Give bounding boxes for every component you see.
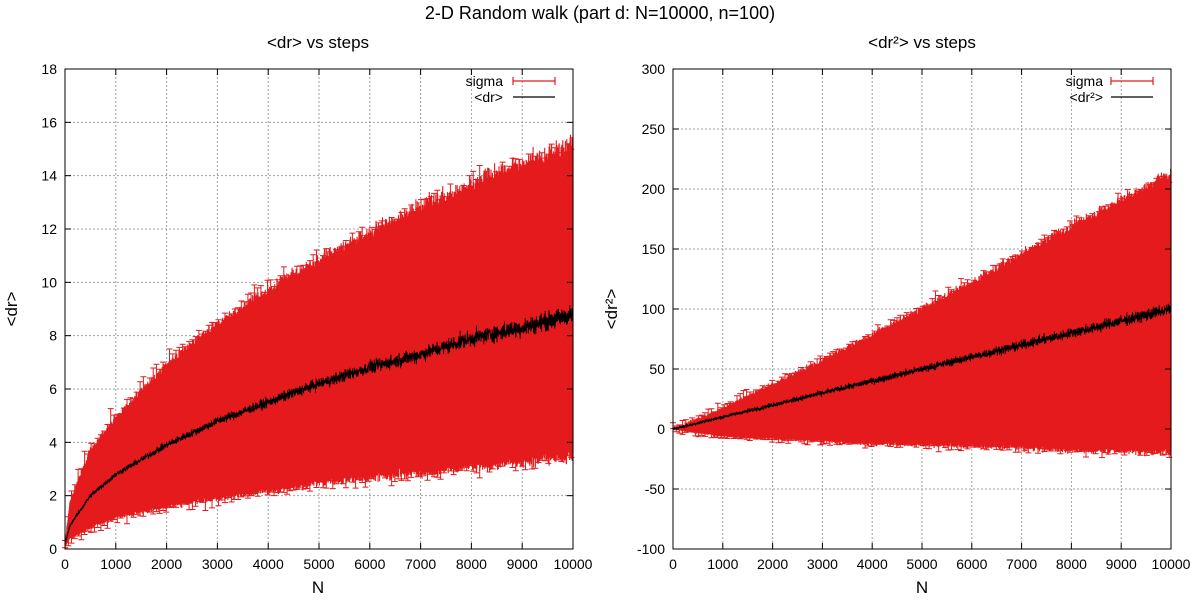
x-tick-label: 9000: [1106, 556, 1137, 572]
chart-dr: <dr> vs steps 0 1000 2000 3000 4000 5000 6000 7…: [2, 33, 593, 597]
y-tick-label: 14: [41, 168, 57, 184]
y-tick-label: 50: [649, 361, 665, 377]
x-axis-label-dr2: N: [916, 578, 928, 597]
x-tick-label: 7000: [405, 556, 436, 572]
y-tick-label: 2: [49, 488, 57, 504]
legend-label-sigma-2: sigma: [1066, 73, 1104, 89]
legend-label-dr: <dr>: [474, 89, 503, 105]
y-tick-label: 0: [49, 541, 57, 557]
x-tick-label: 3000: [807, 556, 838, 572]
x-tick-label: 0: [61, 556, 69, 572]
x-tick-label: 0: [669, 556, 677, 572]
y-tick-label: -50: [645, 481, 665, 497]
legend-label-dr2: <dr²>: [1070, 89, 1103, 105]
y-tick-label: 100: [642, 301, 666, 317]
y-tick-label: 250: [642, 121, 666, 137]
x-tick-label: 8000: [456, 556, 487, 572]
x-tick-label: 2000: [757, 556, 788, 572]
x-tick-label: 3000: [202, 556, 233, 572]
y-axis-label-dr2: <dr²>: [602, 289, 621, 330]
y-tick-label: 0: [657, 421, 665, 437]
x-axis-label-dr: N: [312, 578, 324, 597]
x-tick-label: 4000: [253, 556, 284, 572]
x-tick-label: 6000: [956, 556, 987, 572]
plot-area-dr: [62, 134, 575, 549]
y-tick-label: 16: [41, 114, 57, 130]
x-tick-label: 4000: [857, 556, 888, 572]
x-tick-label: 2000: [151, 556, 182, 572]
ticks-dr2: 0 1000 2000 3000 4000 5000 6000 7000 8000 9000 100…: [637, 61, 1191, 572]
y-tick-label: 200: [642, 181, 666, 197]
y-tick-label: 150: [642, 241, 666, 257]
y-tick-label: -100: [637, 541, 665, 557]
chart-title-dr2: <dr²> vs steps: [868, 33, 976, 52]
chart-title-dr: <dr> vs steps: [267, 33, 369, 52]
x-tick-label: 6000: [354, 556, 385, 572]
x-tick-label: 8000: [1056, 556, 1087, 572]
y-tick-label: 10: [41, 274, 57, 290]
figure-title: 2-D Random walk (part d: N=10000, n=100): [425, 3, 775, 23]
y-tick-label: 4: [49, 434, 57, 450]
x-tick-label: 10000: [554, 556, 593, 572]
chart-title-dr2-text: <dr²> vs steps: [868, 33, 976, 52]
legend-dr2: sigma <dr²>: [1066, 73, 1154, 105]
x-tick-label: 9000: [507, 556, 538, 572]
x-tick-label: 5000: [906, 556, 937, 572]
x-tick-label: 10000: [1152, 556, 1191, 572]
ticks-dr: 0 1000 2000 3000 4000 5000 6000 7000 8000 9000 100…: [41, 61, 592, 572]
chart-dr2: <dr²> vs steps 0 1000 2000 3000 4000 5000 6000…: [602, 33, 1191, 597]
mean-line: [672, 303, 1172, 431]
x-tick-label: 5000: [303, 556, 334, 572]
x-tick-label: 1000: [100, 556, 131, 572]
y-tick-label: 8: [49, 328, 57, 344]
y-tick-label: 12: [41, 221, 57, 237]
mean-line: [64, 304, 574, 544]
y-axis-label-dr: <dr>: [2, 291, 21, 326]
y-tick-label: 18: [41, 61, 57, 77]
legend-label-sigma: sigma: [466, 73, 504, 89]
x-tick-label: 1000: [707, 556, 738, 572]
y-tick-label: 6: [49, 381, 57, 397]
x-tick-label: 7000: [1006, 556, 1037, 572]
legend-dr: sigma <dr>: [466, 73, 556, 105]
y-tick-label: 300: [642, 61, 666, 77]
